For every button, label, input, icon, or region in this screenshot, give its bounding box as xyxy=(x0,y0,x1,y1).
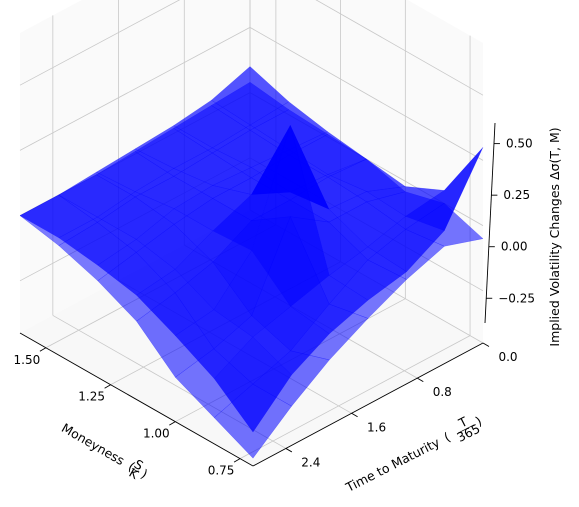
volatility-surface xyxy=(19,66,484,459)
surface-1-cell-5-1 xyxy=(174,348,254,419)
x-tick-label-2: 1.25 xyxy=(78,390,105,404)
z-tick-label-1: 0.00 xyxy=(501,240,528,254)
x-tick-mark-2 xyxy=(104,384,111,389)
svg-text:): ) xyxy=(139,466,151,481)
x-tick-mark-1 xyxy=(169,421,176,426)
x-tick-mark-3 xyxy=(39,347,47,352)
x-axis-label-text: Moneyness xyxy=(59,420,127,468)
y-tick-mark-0 xyxy=(482,342,490,347)
z-tick-label-3: 0.50 xyxy=(506,137,533,151)
x-tick-mark-0 xyxy=(233,458,241,463)
maturity-axis-line xyxy=(252,342,484,467)
z-tick-label-0: −0.25 xyxy=(498,291,535,305)
wall-grid-z-a-2 xyxy=(249,27,484,161)
moneyness-axis-line xyxy=(19,332,254,467)
z-axis-ticks: −0.25 0.00 0.25 0.50 xyxy=(486,137,535,305)
wall-grid-z-b-2 xyxy=(19,27,251,151)
y-axis-ticks: 0.0 0.8 1.6 2.4 xyxy=(285,342,518,469)
x-tick-label-0: 0.75 xyxy=(208,464,235,478)
z-tick-label-2: 0.25 xyxy=(503,188,530,202)
y-tick-mark-2 xyxy=(351,412,358,418)
x-axis-label: Moneyness ( S K ) xyxy=(59,420,151,482)
svg-text:): ) xyxy=(473,413,484,429)
wall-grid-z-a-3 xyxy=(315,0,484,96)
x-tick-label-3: 1.50 xyxy=(14,353,41,367)
y-axis-label: Time to Maturity ( T 365 ) xyxy=(342,413,484,495)
surface-1-cell-5-0 xyxy=(213,383,292,459)
z-axis-line xyxy=(484,122,496,324)
wall-grid-z-b-3 xyxy=(19,0,181,86)
y-tick-label-2: 1.6 xyxy=(367,420,386,434)
y-tick-label-0: 0.0 xyxy=(498,350,517,364)
svg-text:Time to Maturity (: Time to Maturity ( xyxy=(342,429,452,495)
floor-grid-moneyness-0 xyxy=(239,335,471,459)
y-tick-mark-3 xyxy=(285,448,293,453)
y-tick-mark-1 xyxy=(417,377,424,383)
x-tick-label-1: 1.00 xyxy=(143,427,170,441)
axes xyxy=(19,122,496,467)
z-axis-label: Implied Volatility Changes Δσ(T, M) xyxy=(547,127,562,346)
y-axis-label-text: Time to Maturity xyxy=(342,434,442,495)
svg-text:Moneyness (: Moneyness ( xyxy=(59,420,137,474)
y-tick-label-3: 2.4 xyxy=(301,455,320,469)
y-tick-label-1: 0.8 xyxy=(433,385,452,399)
x-axis-ticks: 0.75 1.00 1.25 1.50 xyxy=(14,347,241,478)
